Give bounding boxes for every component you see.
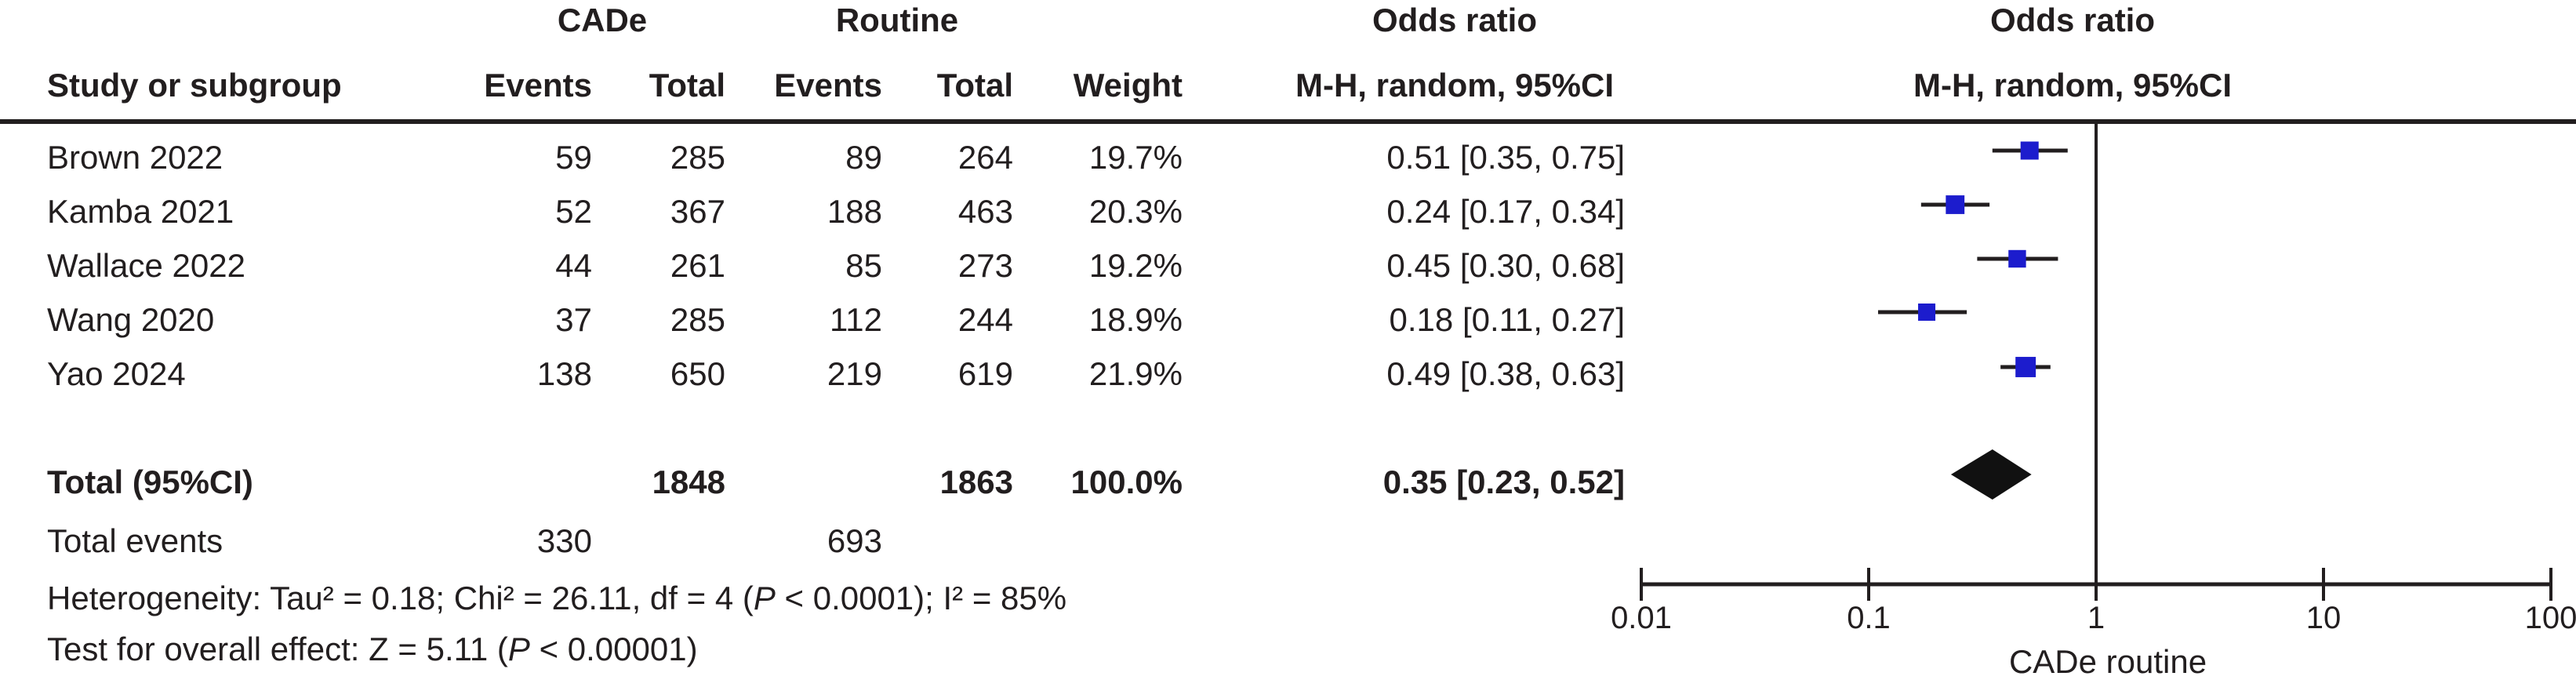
study-name: Wallace 2022 [47, 247, 245, 284]
total-cade-value: 285 [670, 301, 725, 338]
group-header-routine: Routine [835, 2, 959, 38]
total-weight: 100.0% [1070, 464, 1183, 500]
overall-effect-pre: Test for overall effect: Z = 5.11 ( [47, 631, 508, 667]
or-ci-value: 0.45 [0.30, 0.68] [1386, 247, 1625, 284]
weight-value: 19.7% [1088, 139, 1183, 176]
column-header-mh-stat: M-H, random, 95%CI [1295, 67, 1615, 104]
events-routine-value: 219 [827, 355, 882, 392]
column-header-study: Study or subgroup [47, 67, 342, 104]
header-divider [0, 119, 2576, 124]
study-name: Wang 2020 [47, 301, 215, 338]
heterogeneity-pre: Heterogeneity: Tau² = 0.18; Chi² = 26.11… [47, 580, 754, 616]
column-header-total-routine: Total [936, 67, 1013, 104]
total-events-routine: 693 [827, 522, 882, 559]
or-ci-value: 0.51 [0.35, 0.75] [1386, 139, 1625, 176]
axis-tick-label: 100 [2524, 601, 2576, 635]
effect-square [1918, 304, 1936, 321]
column-header-weight: Weight [1073, 67, 1183, 104]
total-routine-value: 619 [957, 355, 1013, 392]
weight-value: 19.2% [1088, 247, 1183, 284]
study-name: Brown 2022 [47, 139, 223, 176]
total-cade-value: 367 [670, 193, 725, 230]
summary-diamond [1950, 449, 2032, 500]
total-routine-value: 264 [957, 139, 1013, 176]
axis-tick-label: 1 [2087, 601, 2105, 635]
weight-value: 20.3% [1088, 193, 1183, 230]
total-events-cade: 330 [536, 522, 592, 559]
total-routine-value: 244 [957, 301, 1013, 338]
or-ci-value: 0.18 [0.11, 0.27] [1389, 301, 1625, 338]
events-routine-value: 85 [845, 247, 882, 284]
column-header-mh-plot: M-H, random, 95%CI [1913, 67, 2233, 104]
events-cade-value: 44 [555, 247, 592, 284]
weight-value: 21.9% [1088, 355, 1183, 392]
heterogeneity-note: Heterogeneity: Tau² = 0.18; Chi² = 26.11… [47, 580, 1066, 617]
events-cade-value: 138 [536, 355, 592, 392]
study-name: Yao 2024 [47, 355, 186, 392]
x-axis-label: CADe routine [2008, 643, 2207, 680]
effect-square [2020, 141, 2039, 160]
total-row-label: Total (95%CI) [47, 464, 253, 500]
total-routine-value: 463 [957, 193, 1013, 230]
column-header-total-cade: Total [649, 67, 725, 104]
weight-value: 18.9% [1088, 301, 1183, 338]
effect-square [2015, 357, 2036, 377]
axis-tick-label: 10 [2305, 601, 2342, 635]
total-cade: 1848 [652, 464, 725, 500]
total-routine-value: 273 [957, 247, 1013, 284]
total-events-label: Total events [47, 522, 223, 559]
or-ci-value: 0.49 [0.38, 0.63] [1386, 355, 1625, 392]
overall-effect-p-symbol: P [507, 631, 530, 667]
events-routine-value: 188 [827, 193, 882, 230]
total-cade-value: 285 [670, 139, 725, 176]
group-header-cade: CADe [557, 2, 648, 38]
or-ci-value: 0.24 [0.17, 0.34] [1386, 193, 1625, 230]
column-header-events-routine: Events [774, 67, 882, 104]
group-header-odds-ratio-plot: Odds ratio [1989, 2, 2156, 38]
study-name: Kamba 2021 [47, 193, 234, 230]
heterogeneity-p-symbol: P [753, 580, 776, 616]
total-routine: 1863 [939, 464, 1013, 500]
total-cade-value: 650 [670, 355, 725, 392]
heterogeneity-post: < 0.0001); I² = 85% [775, 580, 1067, 616]
events-routine-value: 89 [845, 139, 882, 176]
overall-effect-post: < 0.00001) [529, 631, 698, 667]
events-routine-value: 112 [830, 301, 882, 338]
overall-effect-note: Test for overall effect: Z = 5.11 (P < 0… [47, 631, 698, 668]
events-cade-value: 37 [555, 301, 592, 338]
axis-tick-label: 0.01 [1611, 601, 1672, 635]
events-cade-value: 59 [555, 139, 592, 176]
axis-tick-label: 0.1 [1847, 601, 1891, 635]
events-cade-value: 52 [555, 193, 592, 230]
column-header-events-cade: Events [484, 67, 592, 104]
effect-square [1946, 195, 1965, 214]
total-cade-value: 261 [670, 247, 725, 284]
effect-square [2008, 249, 2026, 268]
total-or-ci: 0.35 [0.23, 0.52] [1382, 464, 1625, 500]
group-header-odds-ratio-stat: Odds ratio [1372, 2, 1538, 38]
